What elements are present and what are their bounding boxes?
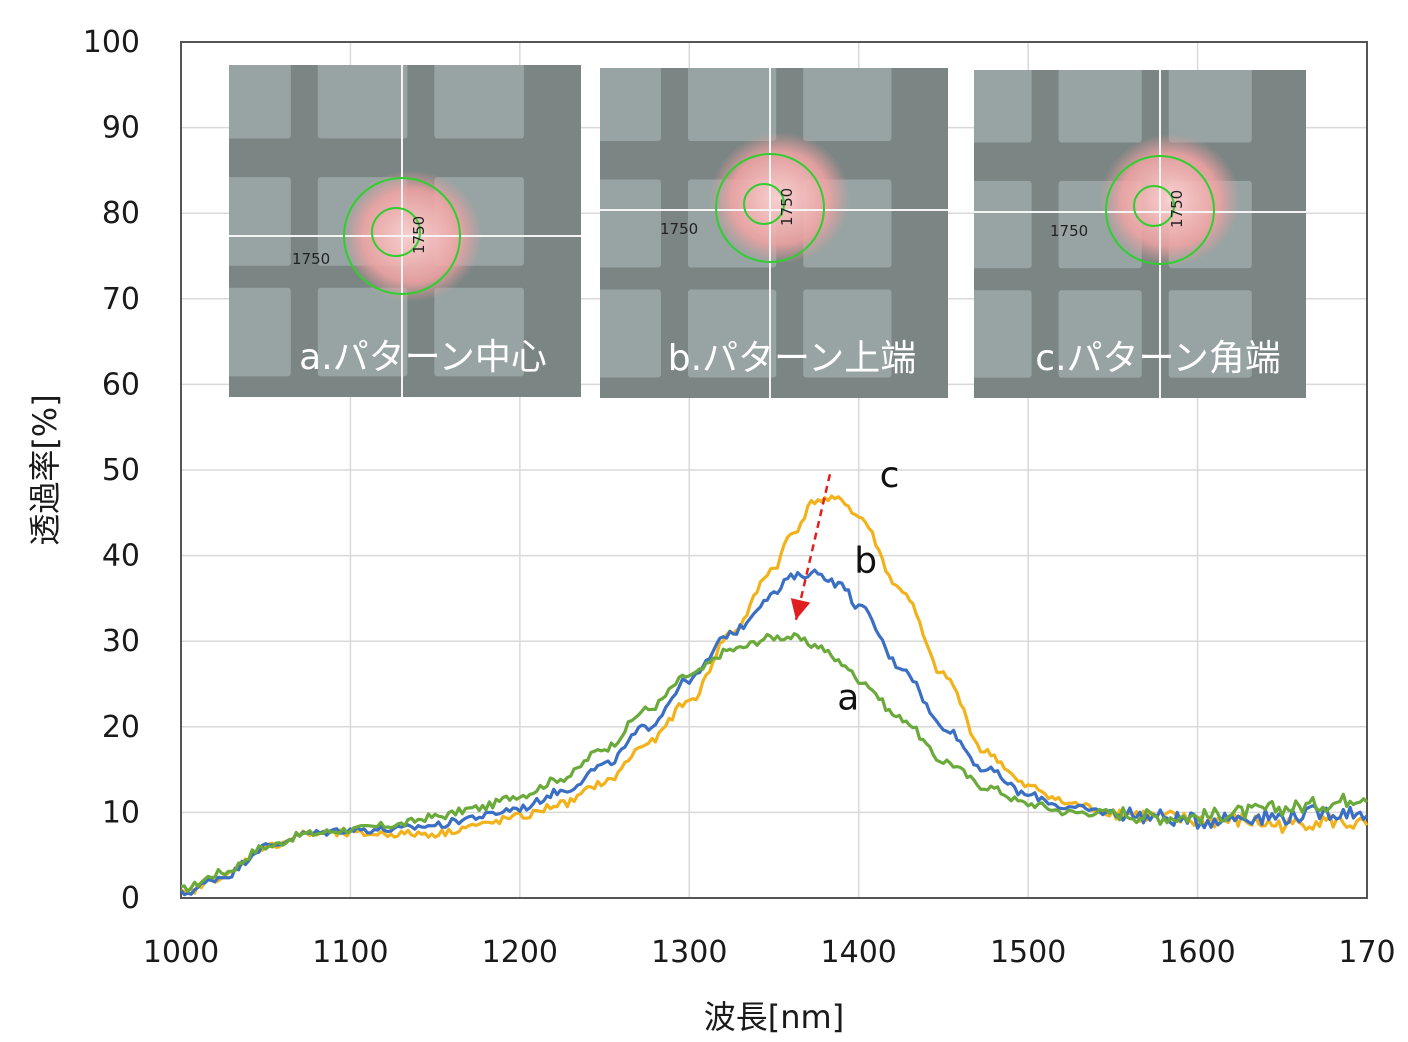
- pattern-cell: [434, 65, 524, 139]
- pattern-cell: [317, 287, 408, 377]
- pattern-cell: [1168, 290, 1252, 378]
- pattern-cell: [1058, 290, 1142, 378]
- x-tick-labels: 1000 1100 1200 1300 1400 1500 1600 170: [143, 935, 1396, 970]
- x-tick-label: 1000: [143, 935, 219, 970]
- x-tick-label: 1500: [990, 935, 1066, 970]
- ruler-label-horizontal: 1750: [660, 220, 698, 238]
- pattern-cell: [317, 65, 408, 139]
- y-tick-label: 80: [102, 196, 140, 231]
- y-tick-label: 70: [102, 282, 140, 317]
- y-tick-label: 0: [121, 881, 140, 916]
- x-tick-label: 1400: [821, 935, 897, 970]
- trend-arrow-head: [790, 598, 811, 620]
- ruler-label-vertical: 1750: [778, 188, 796, 226]
- pattern-cell: [229, 287, 291, 377]
- pattern-cell: [803, 68, 892, 141]
- y-tick-label: 90: [102, 111, 140, 146]
- pattern-cell: [687, 68, 777, 141]
- pattern-cell: [229, 65, 291, 139]
- x-tick-label: 1600: [1159, 935, 1235, 970]
- outer-circle: [1105, 155, 1215, 265]
- pattern-cell: [600, 68, 661, 141]
- pattern-cell: [229, 177, 291, 266]
- series-line-b: [179, 568, 1369, 897]
- series-label-b: b: [854, 541, 877, 582]
- inner-circle: [743, 183, 785, 225]
- y-tick-labels: 0 10 20 30 40 50 60 70 80 90 100: [83, 25, 140, 916]
- pattern-cell: [687, 289, 777, 378]
- ruler-label-vertical: 1750: [410, 216, 428, 254]
- x-tick-label: 170: [1338, 935, 1395, 970]
- ruler-label-horizontal: 1750: [292, 250, 330, 268]
- series-line-a: [180, 632, 1369, 894]
- pattern-cell: [1058, 70, 1142, 143]
- inner-circle: [1133, 185, 1175, 227]
- pattern-cell: [600, 289, 661, 378]
- y-tick-label: 30: [102, 624, 140, 659]
- y-tick-label: 40: [102, 539, 140, 574]
- inset-photo-a: 1750 1750 a.パターン中心: [229, 65, 581, 397]
- y-axis-label: 透過率[%]: [26, 394, 64, 545]
- laser-spot: [710, 132, 850, 264]
- inset-caption-c: c.パターン角端: [1035, 338, 1280, 379]
- x-tick-label: 1100: [312, 935, 388, 970]
- y-tick-label: 10: [102, 795, 140, 830]
- inset-caption-a: a.パターン中心: [299, 337, 547, 378]
- inner-circle: [371, 207, 421, 257]
- trend-arrow-shaft: [794, 473, 832, 621]
- inset-photos: 17501750a.パターン中心17501750b.パターン上端17501750…: [229, 65, 1306, 398]
- y-tick-label: 100: [83, 25, 140, 60]
- y-tick-label: 20: [102, 710, 140, 745]
- ruler-label-vertical: 1750: [1168, 190, 1186, 228]
- pattern-cell: [974, 180, 1032, 269]
- outer-circle: [343, 177, 461, 295]
- trend-arrow: [790, 473, 832, 621]
- y-tick-label: 50: [102, 453, 140, 488]
- pattern-cell: [600, 179, 661, 268]
- outer-circle: [715, 153, 825, 263]
- series-label-a: a: [837, 678, 859, 719]
- pattern-cell: [803, 289, 892, 378]
- pattern-cell: [434, 287, 524, 377]
- inset-photo-b: 1750 1750 b.パターン上端: [600, 68, 948, 398]
- plot-frame: [180, 41, 1368, 899]
- pattern-cell: [1168, 70, 1252, 143]
- y-tick-label: 60: [102, 367, 140, 402]
- x-tick-label: 1300: [651, 935, 727, 970]
- pattern-cell: [974, 70, 1032, 143]
- series-line-c: [180, 494, 1369, 895]
- series-lines: [179, 494, 1369, 897]
- inset-caption-b: b.パターン上端: [668, 338, 917, 379]
- inset-photo-c: 1750 1750 c.パターン角端: [974, 70, 1306, 398]
- series-labels: a b c: [837, 455, 899, 719]
- x-axis-label: 波長[nm]: [704, 998, 844, 1036]
- series-label-c: c: [880, 455, 900, 496]
- laser-spot: [1100, 134, 1240, 266]
- pattern-cell: [974, 290, 1032, 378]
- x-tick-label: 1200: [482, 935, 558, 970]
- ruler-label-horizontal: 1750: [1050, 222, 1088, 240]
